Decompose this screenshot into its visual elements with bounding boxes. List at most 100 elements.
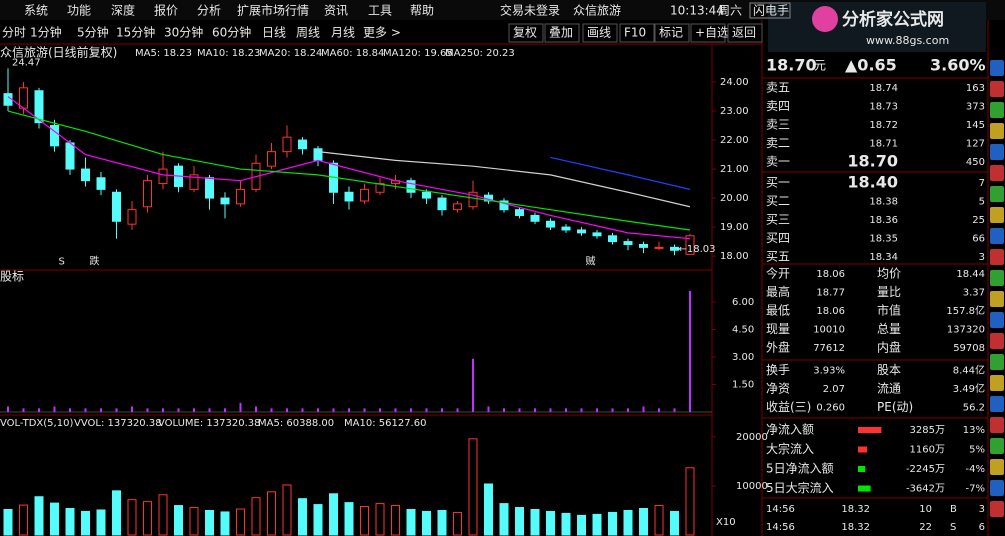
flash-button[interactable]: [749, 2, 791, 19]
stat-value: 3.93%: [813, 366, 845, 377]
tool-button[interactable]: [619, 23, 655, 43]
stock-name: 众信旅游: [573, 4, 621, 18]
side-icon[interactable]: [990, 270, 1004, 286]
book-volume: 163: [966, 83, 985, 94]
side-icon[interactable]: [990, 228, 1004, 244]
side-icon[interactable]: [990, 396, 1004, 412]
side-icon[interactable]: [990, 123, 1004, 139]
candle-body: [670, 246, 679, 251]
candle-body: [313, 148, 323, 161]
flash-button-label: 闪电手: [753, 4, 789, 18]
side-icon[interactable]: [990, 501, 1004, 517]
candle-body: [3, 93, 13, 106]
menu-item: 帮助: [410, 4, 434, 18]
book-price: 18.72: [869, 120, 898, 131]
volume-bar: [50, 502, 59, 536]
book-label: 卖四: [766, 99, 790, 113]
period-tab: 5分钟: [77, 25, 109, 40]
trade-count: 6: [979, 522, 985, 533]
side-icon[interactable]: [990, 81, 1004, 97]
stat-value: 18.06: [816, 306, 845, 317]
period-tab: 1分钟: [30, 25, 62, 40]
side-icon[interactable]: [990, 291, 1004, 307]
book-volume: 5: [979, 197, 985, 208]
tool-button[interactable]: [544, 23, 580, 43]
book-price: 18.34: [869, 252, 898, 263]
side-icon[interactable]: [990, 459, 1004, 475]
stat-label: 股本: [877, 363, 901, 377]
stat-label: 市值: [877, 303, 901, 318]
period-tab: 60分钟: [212, 25, 251, 40]
stat-value: 2.07: [823, 384, 845, 395]
tool-label: 复权: [513, 26, 537, 40]
trade-volume: 22: [919, 522, 932, 533]
candle-body: [499, 200, 509, 211]
volume-bar: [623, 509, 633, 536]
volume-bar: [670, 510, 679, 536]
candle-body: [577, 229, 586, 234]
side-icon[interactable]: [990, 186, 1004, 202]
tool-button[interactable]: [654, 23, 690, 43]
book-label: 买二: [766, 194, 790, 208]
menu-item: 报价: [154, 3, 178, 18]
candle-body: [65, 142, 75, 170]
volume-bar: [561, 512, 571, 536]
stat-value: 18.77: [816, 288, 845, 299]
side-icon[interactable]: [990, 417, 1004, 433]
volume-unit: X10: [716, 517, 736, 528]
stat-label: 现量: [766, 322, 790, 336]
side-icon[interactable]: [990, 144, 1004, 160]
tool-button[interactable]: [582, 23, 618, 43]
stat-label: 内盘: [877, 340, 901, 355]
trade-price: 18.32: [841, 522, 870, 533]
side-icon[interactable]: [990, 354, 1004, 370]
side-icon[interactable]: [990, 480, 1004, 496]
y-tick-label: 21.00: [720, 164, 749, 175]
flow-label: 大宗流入: [766, 441, 814, 456]
candle-body: [453, 203, 462, 211]
book-price: 18.70: [847, 152, 898, 171]
period-tab: 15分钟: [116, 25, 155, 40]
volume-bar: [484, 483, 493, 536]
book-price: 18.38: [869, 197, 898, 208]
side-icon[interactable]: [990, 438, 1004, 454]
tool-button[interactable]: [690, 23, 726, 43]
side-icon[interactable]: [990, 249, 1004, 265]
candle-body: [608, 235, 617, 243]
book-volume: 7: [979, 178, 985, 189]
side-icon[interactable]: [990, 102, 1004, 118]
quote-price: 18.70: [766, 56, 817, 75]
side-icon[interactable]: [990, 312, 1004, 328]
stat-label: 今开: [766, 266, 790, 281]
candle-body: [592, 232, 602, 237]
candle-body: [561, 226, 571, 231]
stat-value: 18.06: [816, 269, 845, 280]
side-icon[interactable]: [990, 375, 1004, 391]
legend-entry: MA250: 20.23: [445, 48, 515, 59]
book-label: 卖三: [766, 118, 790, 132]
side-icon[interactable]: [990, 333, 1004, 349]
period-tab: 月线: [331, 26, 355, 40]
book-label: 买一: [766, 176, 790, 190]
volume-bar: [344, 502, 354, 536]
candle-body: [34, 90, 44, 124]
ma-line: [317, 151, 691, 208]
ma-line: [7, 96, 691, 240]
tool-label: F10: [624, 26, 646, 40]
volume-bar: [639, 508, 648, 536]
candle-body: [220, 197, 230, 205]
volume-bar: [437, 509, 447, 536]
trade-price: 18.32: [841, 504, 870, 515]
stat-label: 外盘: [766, 340, 790, 355]
tool-button[interactable]: [727, 23, 763, 43]
side-icon[interactable]: [990, 60, 1004, 76]
side-icon[interactable]: [990, 165, 1004, 181]
tool-button[interactable]: [508, 23, 544, 43]
candle-body: [127, 209, 137, 225]
side-icon[interactable]: [990, 207, 1004, 223]
trade-side: B: [950, 504, 957, 515]
ma-line: [550, 156, 691, 190]
trade-count: 3: [979, 504, 985, 515]
stat-label: PE(动): [877, 400, 913, 414]
stat-value: 10010: [813, 325, 845, 336]
